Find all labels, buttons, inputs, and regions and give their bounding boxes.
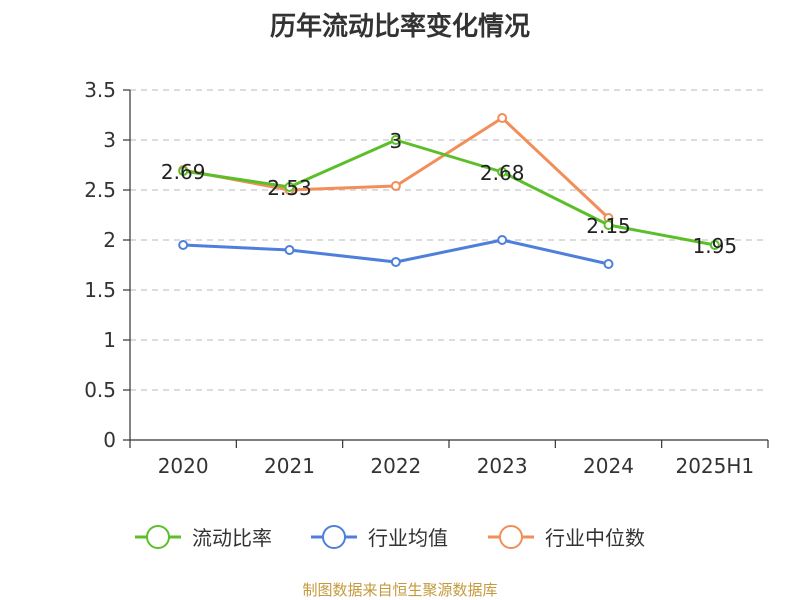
data-label: 3 xyxy=(389,129,402,153)
data-label: 1.95 xyxy=(693,234,738,258)
data-label: 2.53 xyxy=(267,176,312,200)
x-tick-label: 2022 xyxy=(370,454,421,478)
data-point xyxy=(390,257,401,267)
data-point xyxy=(497,167,508,177)
y-tick-label: 2.5 xyxy=(84,178,116,202)
series-lines xyxy=(178,113,720,269)
legend-swatch-marker xyxy=(146,525,170,549)
data-point xyxy=(390,181,401,191)
data-point xyxy=(603,220,614,230)
series-line xyxy=(182,138,716,247)
x-tick-label: 2020 xyxy=(158,454,209,478)
data-point xyxy=(178,166,189,176)
data-point xyxy=(390,135,401,145)
y-tick-label: 1.5 xyxy=(84,278,116,302)
y-tick-label: 3 xyxy=(103,128,116,152)
data-point xyxy=(603,259,614,269)
legend-swatch-marker xyxy=(322,525,346,549)
data-source-note: 制图数据来自恒生聚源数据库 xyxy=(302,581,498,599)
data-label: 2.15 xyxy=(586,214,631,238)
legend-label: 流动比率 xyxy=(192,526,272,550)
y-tick-label: 0.5 xyxy=(84,378,116,402)
legend-item: 行业中位数 xyxy=(488,525,645,550)
legend-swatch-marker xyxy=(499,525,523,549)
gridlines xyxy=(130,89,768,391)
x-tick-label: 2021 xyxy=(264,454,315,478)
data-point xyxy=(284,245,295,255)
x-tick-label: 2023 xyxy=(477,454,528,478)
data-point xyxy=(284,182,295,192)
data-point xyxy=(178,240,189,250)
y-tick-label: 0 xyxy=(103,428,116,452)
data-point xyxy=(709,240,720,250)
x-tick-label: 2025H1 xyxy=(675,454,754,478)
chart-title: 历年流动比率变化情况 xyxy=(269,12,530,42)
legend: 流动比率 行业均值 行业中位数 xyxy=(135,525,645,550)
y-tick-label: 3.5 xyxy=(84,78,116,102)
legend-label: 行业均值 xyxy=(368,526,448,550)
data-label: 2.69 xyxy=(161,160,206,184)
x-tick-label: 2024 xyxy=(583,454,634,478)
data-point xyxy=(497,113,508,123)
legend-item: 流动比率 xyxy=(135,525,272,550)
legend-item: 行业均值 xyxy=(311,525,448,550)
y-tick-label: 1 xyxy=(103,328,116,352)
y-tick-label: 2 xyxy=(103,228,116,252)
legend-label: 行业中位数 xyxy=(545,526,645,550)
data-point xyxy=(497,235,508,245)
data-label: 2.68 xyxy=(480,161,525,185)
data-labels: 2.69 2.53 3 2.68 2.15 1.95 xyxy=(161,129,737,258)
